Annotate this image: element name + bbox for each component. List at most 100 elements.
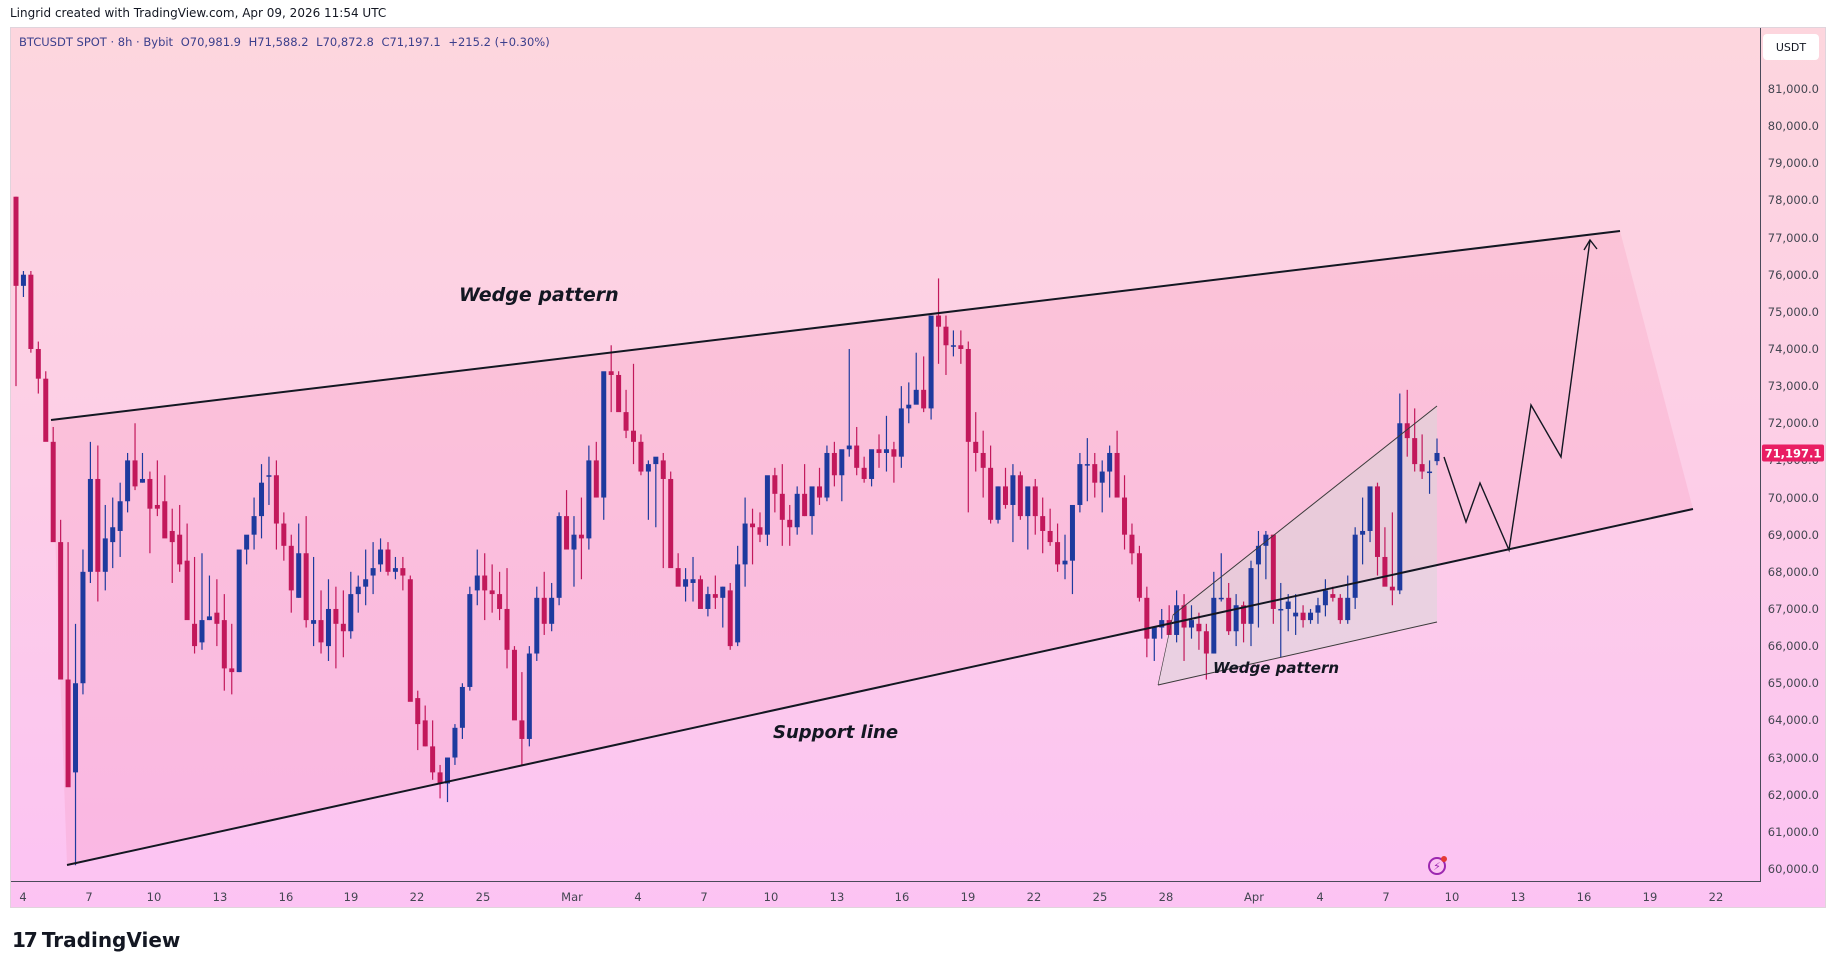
projection-path-line[interactable] xyxy=(1443,239,1591,553)
candle-body xyxy=(571,534,577,550)
candle-body xyxy=(779,493,785,520)
candle-body xyxy=(921,389,927,409)
time-tick-label: 4 xyxy=(634,890,642,904)
candle-body xyxy=(1017,475,1023,517)
candle-body xyxy=(1047,530,1053,543)
candle-body xyxy=(1360,530,1366,535)
candle-body xyxy=(392,568,398,572)
time-tick-label: Apr xyxy=(1244,890,1264,904)
time-tick-label: 7 xyxy=(1382,890,1390,904)
price-plot[interactable] xyxy=(11,28,1760,882)
lightning-icon[interactable]: ⚡ xyxy=(1428,856,1447,875)
low-value: L70,872.8 xyxy=(316,35,374,49)
candle-body xyxy=(794,493,800,528)
candle-body xyxy=(638,441,644,472)
candle-body xyxy=(787,519,793,528)
candle-body xyxy=(1188,620,1194,628)
candle-body xyxy=(1062,560,1068,565)
wedge-pattern-label[interactable]: Wedge pattern xyxy=(459,284,619,306)
price-tick-label: 81,000.0 xyxy=(1767,82,1819,96)
candle-body xyxy=(20,274,26,286)
tradingview-logo[interactable]: 17 TradingView xyxy=(12,928,180,952)
time-axis[interactable]: 4 7 10 13 16 19 22 25 Mar 4 7 10 13 16 19 22 25 28 Apr 4 7 10… xyxy=(11,881,1760,907)
channel-fill xyxy=(51,231,1693,865)
candle-body xyxy=(1315,605,1321,613)
candle-body xyxy=(1032,486,1038,517)
candle-body xyxy=(824,452,830,498)
projection-arrowhead-icon xyxy=(1583,238,1598,251)
currency-button[interactable]: USDT xyxy=(1763,34,1819,60)
price-tick-label: 69,000.0 xyxy=(1767,527,1819,542)
candle-body xyxy=(43,378,49,442)
time-tick-label: 28 xyxy=(1158,890,1174,904)
price-tick-label: 72,000.0 xyxy=(1767,416,1819,431)
candle-body xyxy=(1144,597,1150,639)
candle-body xyxy=(430,746,436,773)
small-wedge-upper-line[interactable] xyxy=(1172,405,1438,616)
candle-body xyxy=(333,608,339,624)
candle-body xyxy=(675,568,681,587)
candle-body xyxy=(802,493,808,517)
candle-body xyxy=(28,274,34,349)
candle-body xyxy=(1174,605,1180,635)
candle-body xyxy=(906,404,912,409)
candle-body xyxy=(608,371,614,375)
candle-body xyxy=(355,586,361,595)
candle-body xyxy=(482,575,488,591)
candle-body xyxy=(445,757,451,784)
price-tick-label: 68,000.0 xyxy=(1767,564,1819,579)
candle-body xyxy=(296,553,302,598)
price-tick-label: 70,000.0 xyxy=(1767,490,1819,505)
candle-body xyxy=(943,326,949,346)
symbol-label[interactable]: BTCUSDT SPOT · 8h · Bybit xyxy=(19,35,174,49)
candle-body xyxy=(422,720,428,747)
candle-body xyxy=(898,408,904,457)
candle-body xyxy=(459,686,465,728)
candle-body xyxy=(1263,534,1269,546)
chart-frame[interactable]: BTCUSDT SPOT · 8h · Bybit O70,981.9 H71,… xyxy=(10,27,1826,908)
candle-body xyxy=(139,478,145,483)
candle-body xyxy=(1330,594,1336,598)
candle-body xyxy=(1389,586,1395,591)
support-trend-line[interactable] xyxy=(66,508,1694,866)
candle-body xyxy=(846,445,852,450)
small-wedge-edge-line[interactable] xyxy=(1157,614,1174,686)
candle-body xyxy=(690,579,696,583)
support-line-label[interactable]: Support line xyxy=(773,722,899,743)
candle-body xyxy=(184,560,190,621)
close-value: C71,197.1 xyxy=(381,35,441,49)
time-tick-label: 22 xyxy=(1026,890,1042,904)
candle-body xyxy=(772,475,778,494)
price-tick-label: 78,000.0 xyxy=(1767,193,1819,208)
candle-body xyxy=(87,478,93,572)
candle-body xyxy=(1196,623,1202,632)
candle-body xyxy=(1099,471,1105,483)
candle-body xyxy=(244,534,250,550)
candle-body xyxy=(378,549,384,565)
candle-body xyxy=(645,464,651,472)
candle-body xyxy=(1077,464,1083,505)
candle-body xyxy=(1136,553,1142,598)
small-wedge-lower-line[interactable] xyxy=(1157,621,1438,686)
candle-body xyxy=(876,449,882,453)
candle-body xyxy=(816,486,822,498)
candle-body xyxy=(1374,486,1380,557)
candle-body xyxy=(1382,556,1388,587)
tradingview-mark-icon: 17 xyxy=(12,928,38,952)
candle-body xyxy=(95,478,101,572)
candle-body xyxy=(229,668,235,673)
candle-body xyxy=(348,594,354,632)
candle-body xyxy=(318,620,324,643)
candle-body xyxy=(162,501,168,539)
candle-body xyxy=(549,597,555,624)
candle-body xyxy=(750,523,756,528)
time-tick-label: 7 xyxy=(700,890,708,904)
candle-body xyxy=(1226,597,1232,632)
upper-trend-line[interactable] xyxy=(50,230,1621,421)
candle-body xyxy=(1069,504,1075,561)
small-wedge-pattern-label[interactable]: Wedge pattern xyxy=(1213,659,1340,677)
candle-body xyxy=(1218,597,1224,600)
candle-body xyxy=(1367,486,1373,531)
price-tick-label: 73,000.0 xyxy=(1767,379,1819,394)
candle-body xyxy=(809,486,815,517)
